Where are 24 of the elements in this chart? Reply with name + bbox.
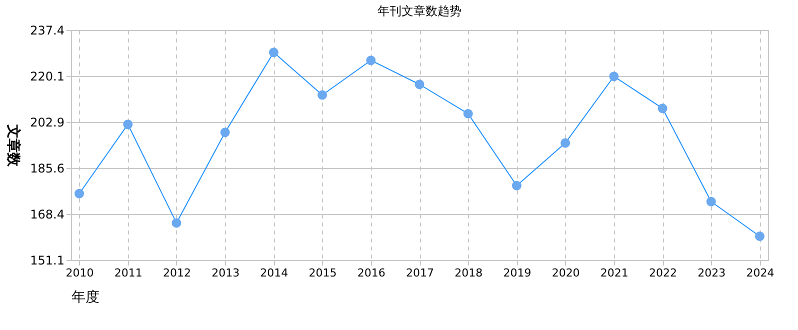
y-tick-label: 151.1 <box>30 254 64 268</box>
x-tick-label: 2010 <box>66 266 94 280</box>
x-tick-label: 2018 <box>454 266 483 280</box>
chart-title: 年刊文章数趋势 <box>378 4 462 18</box>
x-tick-label: 2012 <box>162 266 191 280</box>
y-tick-label: 168.4 <box>30 207 64 222</box>
x-tick-label: 2014 <box>260 266 288 280</box>
x-tick-label: 2021 <box>600 266 628 280</box>
y-tick-label: 220.1 <box>30 70 64 84</box>
x-tick-label: 2019 <box>503 266 532 280</box>
x-tick-label: 2011 <box>114 266 142 280</box>
x-tick-label: 2017 <box>406 266 434 280</box>
y-tick-label: 202.9 <box>30 115 64 130</box>
x-tick-label: 2015 <box>308 266 337 280</box>
y-axis-title: 文章数 <box>5 124 22 168</box>
y-tick-label: 237.4 <box>30 24 64 38</box>
x-tick-label: 2020 <box>552 266 580 280</box>
x-tick-label: 2022 <box>649 266 678 280</box>
x-axis-title: 年度 <box>72 290 100 306</box>
x-tick-label: 2013 <box>212 266 240 280</box>
x-tick-label: 2024 <box>746 266 774 280</box>
y-tick-label: 185.6 <box>30 162 64 176</box>
x-tick-label: 2016 <box>357 266 386 280</box>
x-tick-label: 2023 <box>698 266 726 280</box>
